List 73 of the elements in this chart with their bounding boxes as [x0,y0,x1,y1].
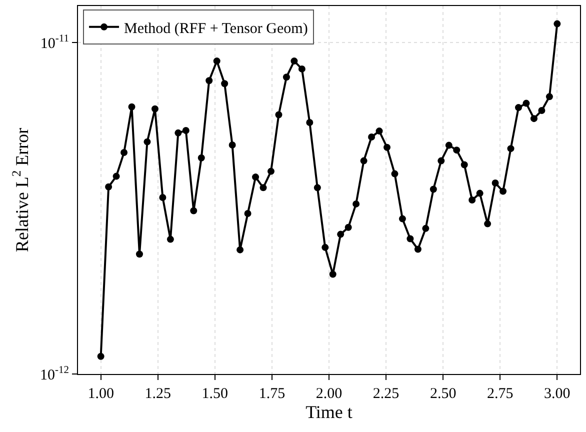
point [298,65,306,72]
point [344,224,352,231]
x-tick-label: 1.00 [88,386,114,402]
point [144,138,151,146]
point [290,58,298,65]
point [151,105,158,112]
point [398,215,406,222]
point [228,142,236,149]
point [414,246,422,253]
point [105,183,112,190]
y-tick-label: 10$^{-12}$ [40,364,69,384]
x-tick-label: 1.75 [258,386,286,402]
point [314,184,321,192]
point [391,170,398,178]
point [384,144,390,151]
point [546,93,553,100]
point [174,129,182,136]
point [322,244,329,251]
point [221,80,228,88]
point [306,119,314,126]
point [329,270,336,278]
point [406,235,414,242]
point [492,180,499,187]
point [198,154,205,162]
point [368,134,376,141]
x-tick-label: 2.25 [372,386,400,402]
x-axis-title: Time t [306,402,352,422]
point [430,186,437,193]
x-tick-label: 3.00 [544,386,570,402]
x-tick-label: 1.25 [144,386,171,402]
point [97,352,104,360]
point [522,100,530,107]
point [422,224,430,232]
y-tick-label: 10$^{-11}$ [40,34,69,52]
point [376,128,383,135]
point [515,104,522,112]
point [468,196,476,204]
point [530,115,538,122]
x-tick-label: 2.50 [430,386,456,402]
x-tick-label: 2.00 [316,386,342,402]
point [275,111,282,118]
x-tick-label: 2.75 [487,386,514,402]
point [438,157,445,164]
point [244,210,252,218]
point [213,58,220,65]
point [166,236,174,243]
legend-label: Method (RFF + Tensor Geom) [124,20,308,37]
point [484,220,492,228]
point [159,194,166,201]
point [476,190,484,197]
point [538,107,546,114]
point [337,230,344,238]
point [260,184,267,192]
point [128,103,136,110]
point [268,168,274,175]
point [112,172,120,180]
point [182,127,190,134]
point [190,207,198,214]
point [206,77,213,84]
point [554,20,561,28]
point [445,142,452,149]
point [236,246,244,254]
point [252,174,260,181]
point [500,188,507,195]
point [360,157,368,164]
point [282,74,290,81]
point [136,250,143,258]
point [507,145,514,152]
point [352,200,360,208]
point [120,149,128,156]
point [453,146,460,154]
x-tick-label: 1.50 [202,386,228,402]
point [460,161,468,168]
